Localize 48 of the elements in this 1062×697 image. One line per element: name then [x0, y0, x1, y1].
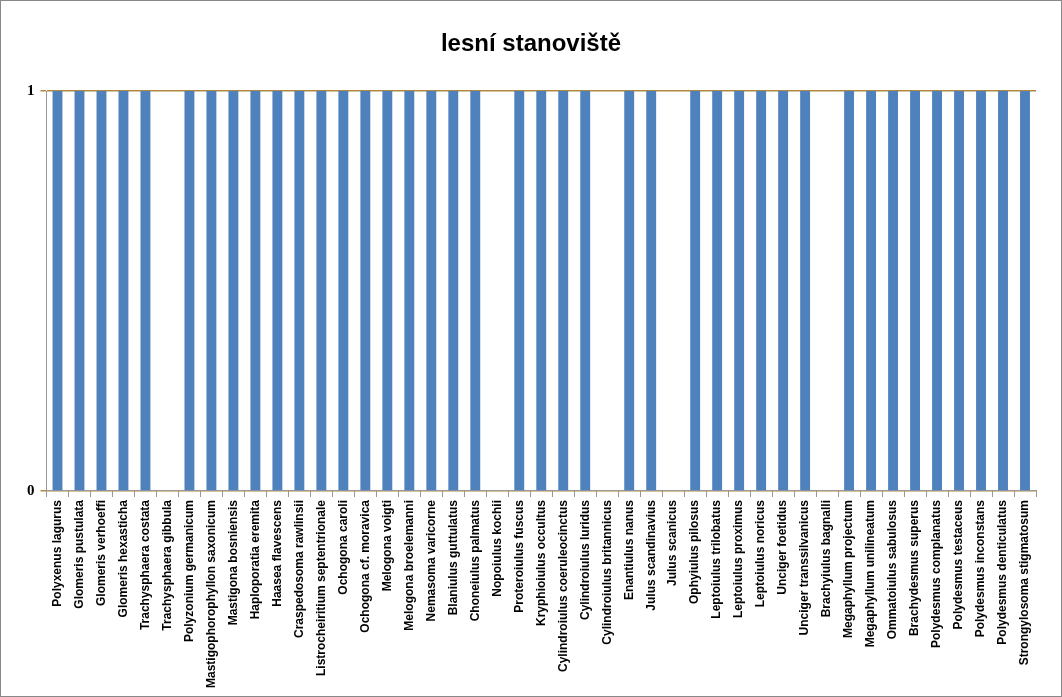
x-tick-label: Brachyiulus bagnalli — [819, 499, 834, 618]
x-tick-label: Ophyiulus pilosus — [687, 499, 702, 605]
x-tick-label: Megaphyllum projectum — [841, 499, 856, 639]
x-tick-label: Craspedosoma rawlinsii — [291, 499, 306, 639]
x-tick-label: Proteroiulus fuscus — [511, 499, 526, 613]
chart-title: lesní stanoviště — [439, 29, 623, 57]
x-tick-label: Leptoiulus proximus — [731, 499, 746, 619]
x-tick-label: Cylindroiulus britannicus — [599, 499, 614, 645]
x-tick-label: Listrocheiritium septentrionale — [313, 499, 328, 677]
x-tick-label: Trachysphaera costata — [137, 499, 152, 631]
x-tick-label: Nopoiulus kochii — [489, 499, 504, 597]
x-tick-label: Blaniulus guttulatus — [445, 499, 460, 616]
x-tick-label: Ochogona cf. moravica — [357, 499, 372, 633]
x-tick-label: Nemasoma varicorne — [423, 499, 438, 622]
x-tick-label: Trachysphaera gibbula — [159, 499, 174, 631]
x-tick-label: Enantiulus nanus — [621, 499, 636, 601]
x-tick-label: Leptoiulus trilobatus — [709, 499, 724, 619]
x-tick-label: Glomeris pustulata — [71, 499, 86, 609]
x-tick-label: Mastigona bosniensis — [225, 499, 240, 626]
x-tick-label: Polyxenus lagurus — [49, 499, 64, 607]
x-tick-label: Polyzonium germanicum — [181, 499, 196, 643]
x-tick-label: Leptoiulus noricus — [753, 499, 768, 608]
x-tick-label: Choneiulus palmatus — [467, 499, 482, 622]
x-tick-label: Glomeris verhoeffi — [93, 499, 108, 607]
x-tick-label: Glomeris hexasticha — [115, 499, 130, 618]
y-tick-label: 0 — [27, 481, 35, 498]
x-tick-label: Julus scanicus — [665, 499, 680, 587]
x-tick-label: Cylindroiulus coeruleocinctus — [555, 499, 570, 673]
y-tick-label: 1 — [27, 81, 35, 98]
x-tick-label: Brachydesmus superus — [907, 499, 922, 637]
x-tick-label: Kryphioiulus occultus — [533, 499, 548, 627]
x-tick-label: Unciger foetidus — [775, 499, 790, 595]
x-tick-label: Haasea flavescens — [269, 499, 284, 607]
x-tick-label: Megaphyllum unilineatum — [863, 499, 878, 648]
x-tick-label: Polydesmus denticulatus — [995, 499, 1010, 645]
x-tick-label: Haploporatia eremita — [247, 499, 262, 620]
x-tick-label: Melogona broelemanni — [401, 499, 416, 631]
x-tick-label: Ochogona caroli — [335, 499, 350, 595]
x-tick-label: Cylindroiulus luridus — [577, 499, 592, 621]
x-tick-label: Mastigophorophyllon saxonicum — [203, 499, 218, 689]
x-tick-label: Polydesmus inconstans — [973, 499, 988, 638]
x-tick-label: Melogona voigti — [379, 499, 394, 592]
x-tick-label: Strongylosoma stigmatosum — [1017, 499, 1032, 666]
x-tick-label: Polydesmus testaceus — [951, 499, 966, 630]
x-tick-label: Polydesmus complanatus — [929, 499, 944, 649]
x-tick-label: Julus scandinavius — [643, 499, 658, 611]
x-tick-label: Unciger transsilvanicus — [797, 499, 812, 636]
x-tick-label: Ommatoiulus sabulosus — [885, 499, 900, 640]
